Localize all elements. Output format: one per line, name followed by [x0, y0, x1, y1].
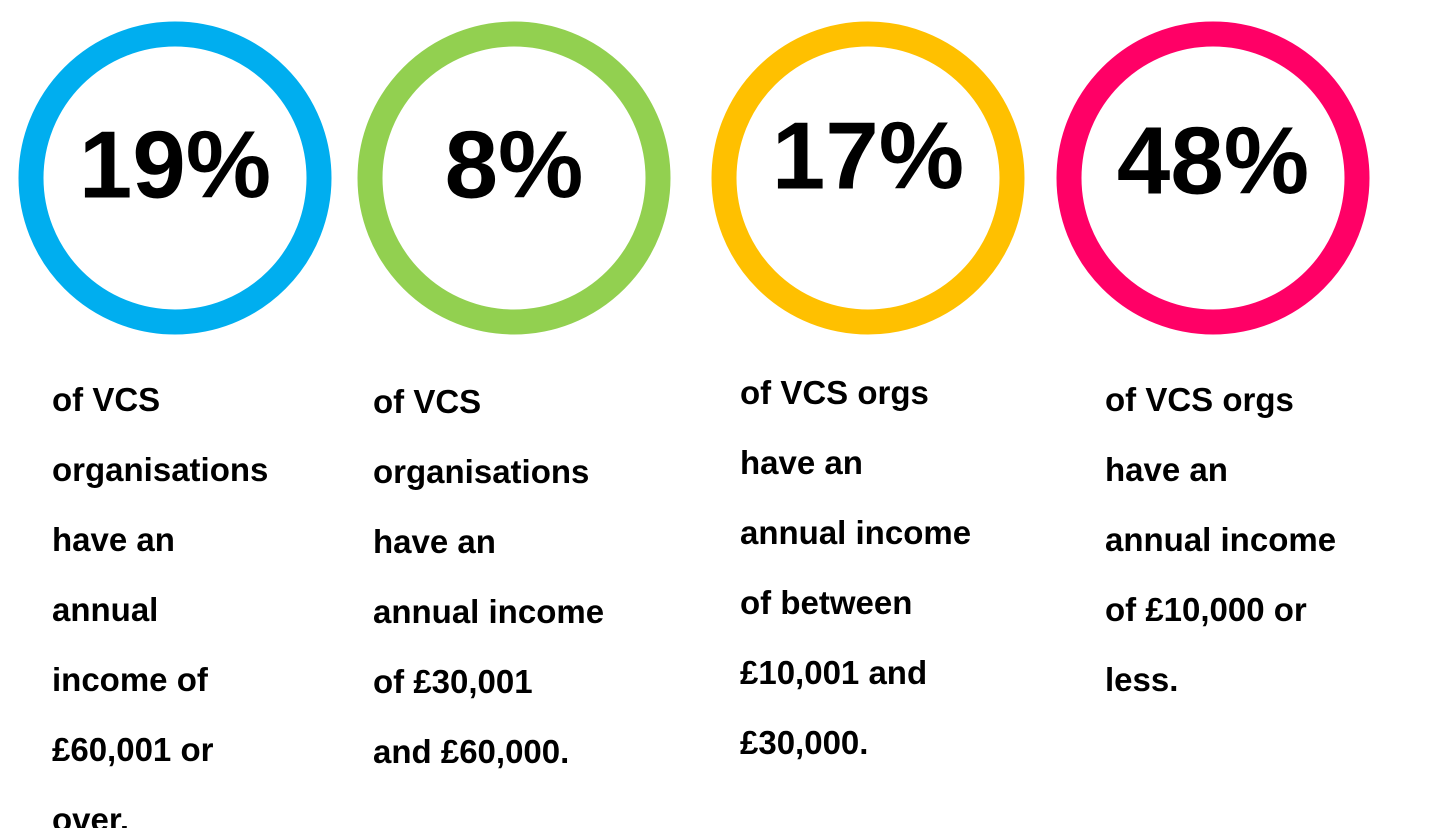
ring — [18, 21, 332, 335]
description-line: of £10,000 or — [1105, 591, 1307, 628]
description-line: annual income — [740, 514, 971, 551]
description-line: of £30,001 — [373, 663, 533, 700]
percent: 17% — [772, 102, 964, 209]
description-line: of VCS — [52, 381, 160, 418]
description-line: less. — [1105, 661, 1178, 698]
description-line: have an — [740, 444, 863, 481]
description-line: income of — [52, 661, 209, 698]
description-line: of between — [740, 584, 912, 621]
description-line: of VCS orgs — [740, 374, 929, 411]
description-line: organisations — [52, 451, 268, 488]
description-line: annual income — [373, 593, 604, 630]
ring — [357, 21, 671, 335]
description-line: have an — [52, 521, 175, 558]
percent: 8% — [445, 111, 584, 218]
description-line: organisations — [373, 453, 589, 490]
ring — [711, 21, 1025, 335]
description-line: over. — [52, 801, 129, 828]
ring — [1056, 21, 1370, 335]
description-line: £10,001 and — [740, 654, 927, 691]
description-line: have an — [373, 523, 496, 560]
percent: 19% — [79, 111, 271, 218]
percent: 48% — [1117, 107, 1309, 214]
description-line: and £60,000. — [373, 733, 569, 770]
description-line: have an — [1105, 451, 1228, 488]
description-line: annual income — [1105, 521, 1336, 558]
description-line: of VCS — [373, 383, 481, 420]
description-line: annual — [52, 591, 158, 628]
description-line: £60,001 or — [52, 731, 214, 768]
description-line: £30,000. — [740, 724, 868, 761]
description-line: of VCS orgs — [1105, 381, 1294, 418]
